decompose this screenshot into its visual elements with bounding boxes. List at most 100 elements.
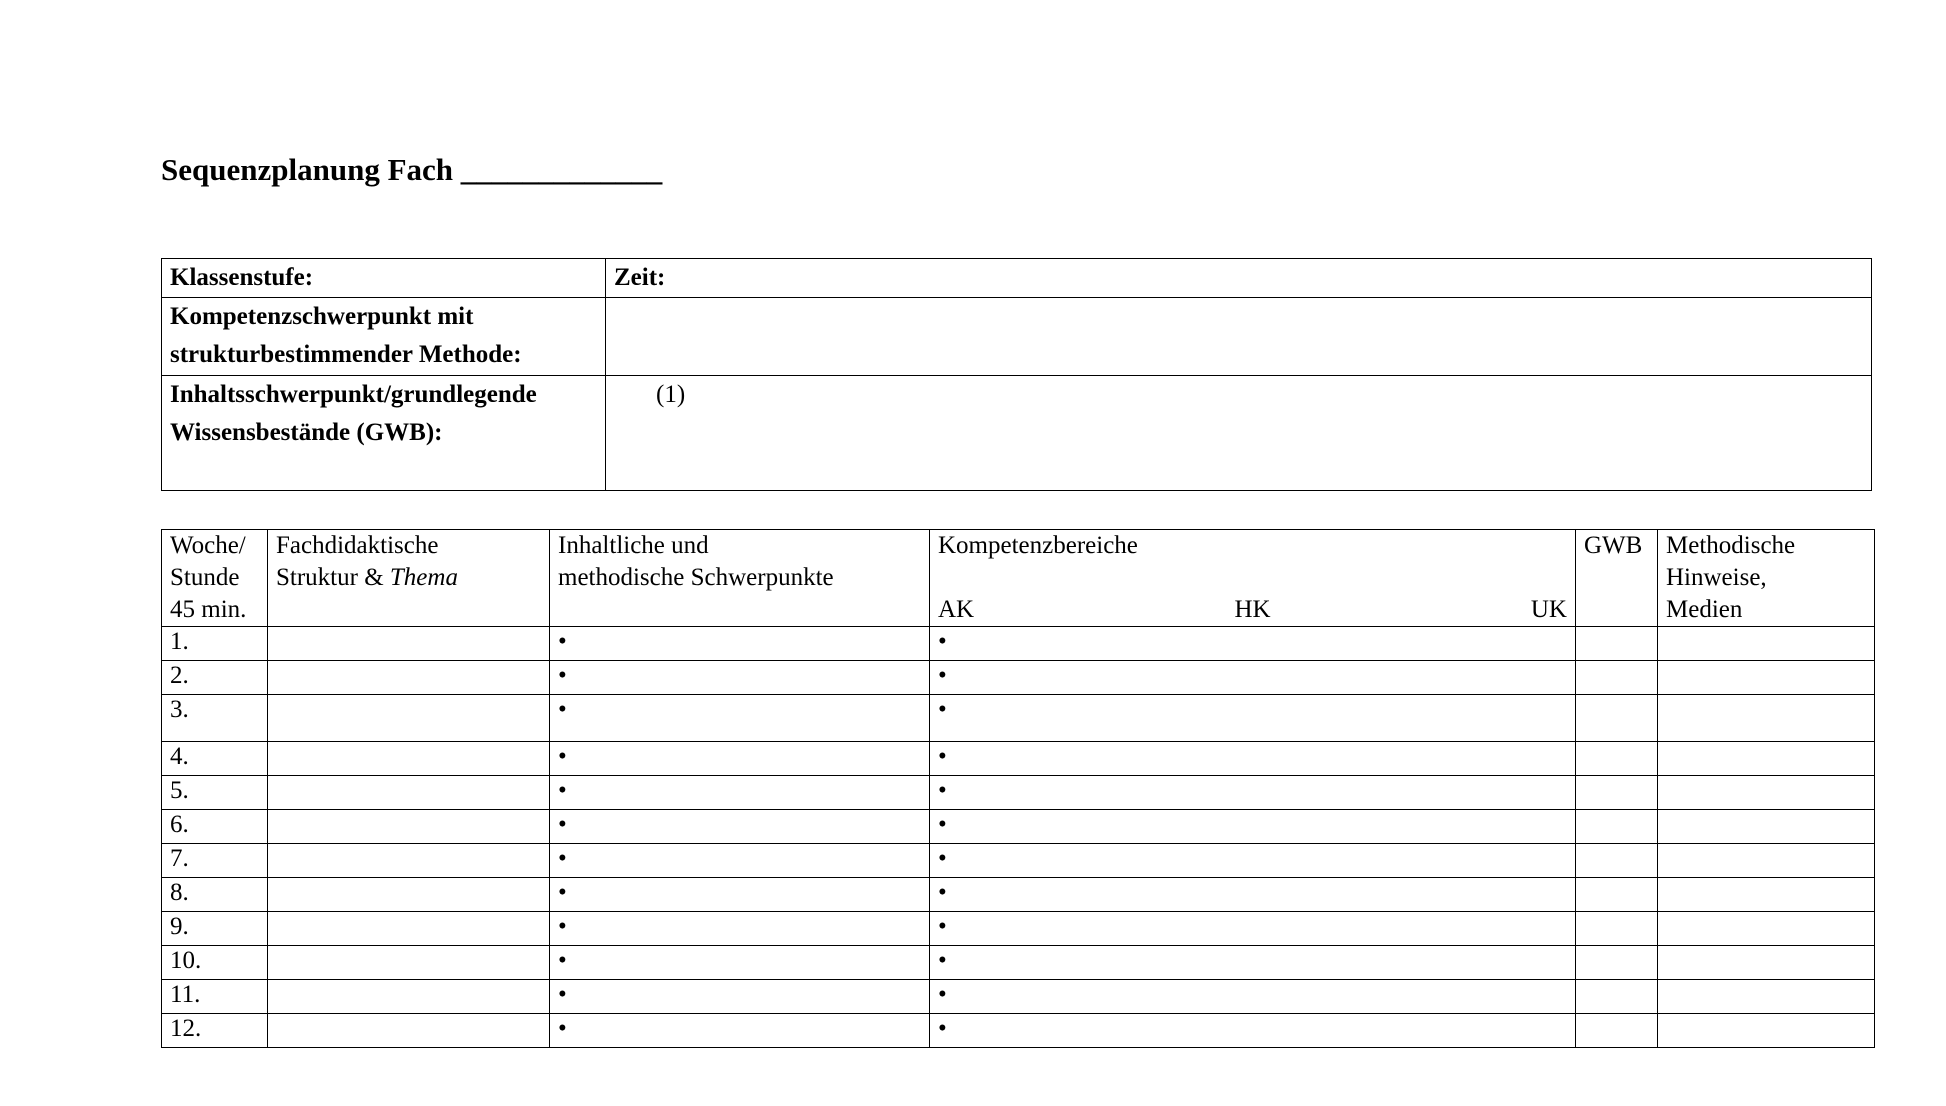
cell: [267, 694, 550, 742]
competence-areas: AK HK UK: [938, 594, 1567, 626]
header-line: Inhaltliche und: [558, 532, 709, 559]
info-row: Kompetenzschwerpunkt mit strukturbestimm…: [161, 297, 1872, 376]
info-label: Kompetenzschwerpunkt mit strukturbestimm…: [161, 297, 606, 376]
cell: [267, 945, 550, 980]
bullet-cell: •: [929, 694, 1576, 742]
cell: [1657, 1013, 1875, 1048]
cell: [267, 775, 550, 810]
bullet-cell: •: [549, 1013, 930, 1048]
row-label: 8.: [161, 877, 268, 912]
row-label: 6.: [161, 809, 268, 844]
competence-area: AK: [938, 596, 975, 623]
plan-row: 8. • •: [161, 877, 1875, 912]
cell: [1657, 979, 1875, 1014]
bullet-cell: •: [929, 843, 1576, 878]
bullet-cell: •: [929, 809, 1576, 844]
bullet-cell: •: [549, 775, 930, 810]
header-cell: Methodische Hinweise, Medien: [1657, 529, 1875, 627]
header-row: Woche/Stunde 45 min. Fachdidaktische Strukt…: [161, 529, 1875, 627]
header-line: Methodische: [1666, 532, 1796, 559]
bullet-cell: •: [549, 843, 930, 878]
row-label: 5.: [161, 775, 268, 810]
header-line: Kompetenzbereiche: [938, 532, 1138, 559]
header-cell: Kompetenzbereiche AK HK UK: [929, 529, 1576, 627]
header-line: Hinweise,: [1666, 564, 1767, 591]
cell: [1575, 626, 1658, 661]
cell: [267, 877, 550, 912]
header-cell: Inhaltliche und methodische Schwerpunkte: [549, 529, 930, 627]
info-value: Zeit:: [605, 258, 1872, 298]
header-line: methodische Schwerpunkte: [558, 564, 834, 591]
cell: [1575, 809, 1658, 844]
cell: [267, 660, 550, 695]
bullet-cell: •: [929, 660, 1576, 695]
header-cell: Woche/Stunde 45 min.: [161, 529, 268, 627]
header-line: Medien: [1666, 596, 1743, 623]
cell: [1575, 877, 1658, 912]
cell: [1575, 694, 1658, 742]
header-line: Fachdidaktische: [276, 532, 439, 559]
cell: [267, 741, 550, 776]
row-label: 4.: [161, 741, 268, 776]
cell: [1575, 1013, 1658, 1048]
header-line: 45 min.: [170, 596, 247, 623]
bullet-cell: •: [929, 626, 1576, 661]
cell: [1657, 843, 1875, 878]
cell: [1575, 660, 1658, 695]
bullet-cell: •: [549, 945, 930, 980]
competence-area: UK: [1530, 596, 1567, 623]
plan-table: Woche/Stunde 45 min. Fachdidaktische Strukt…: [161, 529, 1875, 1048]
plan-row: 4. • •: [161, 741, 1875, 776]
info-label: Inhaltsschwerpunkt/grundlegende Wissensb…: [161, 375, 606, 491]
info-value: (1): [605, 375, 1872, 491]
cell: [1657, 911, 1875, 946]
row-label: 10.: [161, 945, 268, 980]
bullet-cell: •: [549, 911, 930, 946]
info-row: Klassenstufe: Zeit:: [161, 258, 1872, 298]
header-cell: GWB: [1575, 529, 1658, 627]
bullet-cell: •: [929, 741, 1576, 776]
plan-row: 7. • •: [161, 843, 1875, 878]
bullet-cell: •: [929, 775, 1576, 810]
row-label: 1.: [161, 626, 268, 661]
bullet-cell: •: [929, 877, 1576, 912]
plan-row: 9. • •: [161, 911, 1875, 946]
cell: [1657, 626, 1875, 661]
bullet-cell: •: [929, 945, 1576, 980]
cell: [267, 809, 550, 844]
cell: [1575, 979, 1658, 1014]
header-line: Woche/: [170, 532, 246, 559]
cell: [1575, 843, 1658, 878]
cell: [1657, 809, 1875, 844]
bullet-cell: •: [549, 809, 930, 844]
cell: [1575, 911, 1658, 946]
cell: [267, 979, 550, 1014]
row-label: 11.: [161, 979, 268, 1014]
title: Sequenzplanung Fach _____________: [161, 152, 663, 187]
plan-row: 3. • •: [161, 694, 1875, 742]
competence-area: HK: [1234, 596, 1271, 623]
plan-row: 5. • •: [161, 775, 1875, 810]
header-cell: Fachdidaktische Struktur & Thema: [267, 529, 550, 627]
info-label: Klassenstufe:: [161, 258, 606, 298]
plan-row: 2. • •: [161, 660, 1875, 695]
cell: [1575, 775, 1658, 810]
header-emphasis: Thema: [389, 564, 458, 591]
bullet-cell: •: [549, 877, 930, 912]
cell: [1657, 775, 1875, 810]
row-label: 12.: [161, 1013, 268, 1048]
cell: [267, 911, 550, 946]
info-row: Inhaltsschwerpunkt/grundlegende Wissensb…: [161, 375, 1872, 491]
cell: [1657, 877, 1875, 912]
bullet-cell: •: [929, 979, 1576, 1014]
row-label: 3.: [161, 694, 268, 742]
plan-row: 10. • •: [161, 945, 1875, 980]
header-line: Struktur & Thema: [276, 564, 458, 591]
row-label: 7.: [161, 843, 268, 878]
info-table: Klassenstufe: Zeit: Kompetenzschwerpunkt m…: [161, 258, 1872, 491]
plan-row: 12. • •: [161, 1013, 1875, 1048]
bullet-cell: •: [549, 660, 930, 695]
cell: [267, 843, 550, 878]
cell: [1575, 741, 1658, 776]
